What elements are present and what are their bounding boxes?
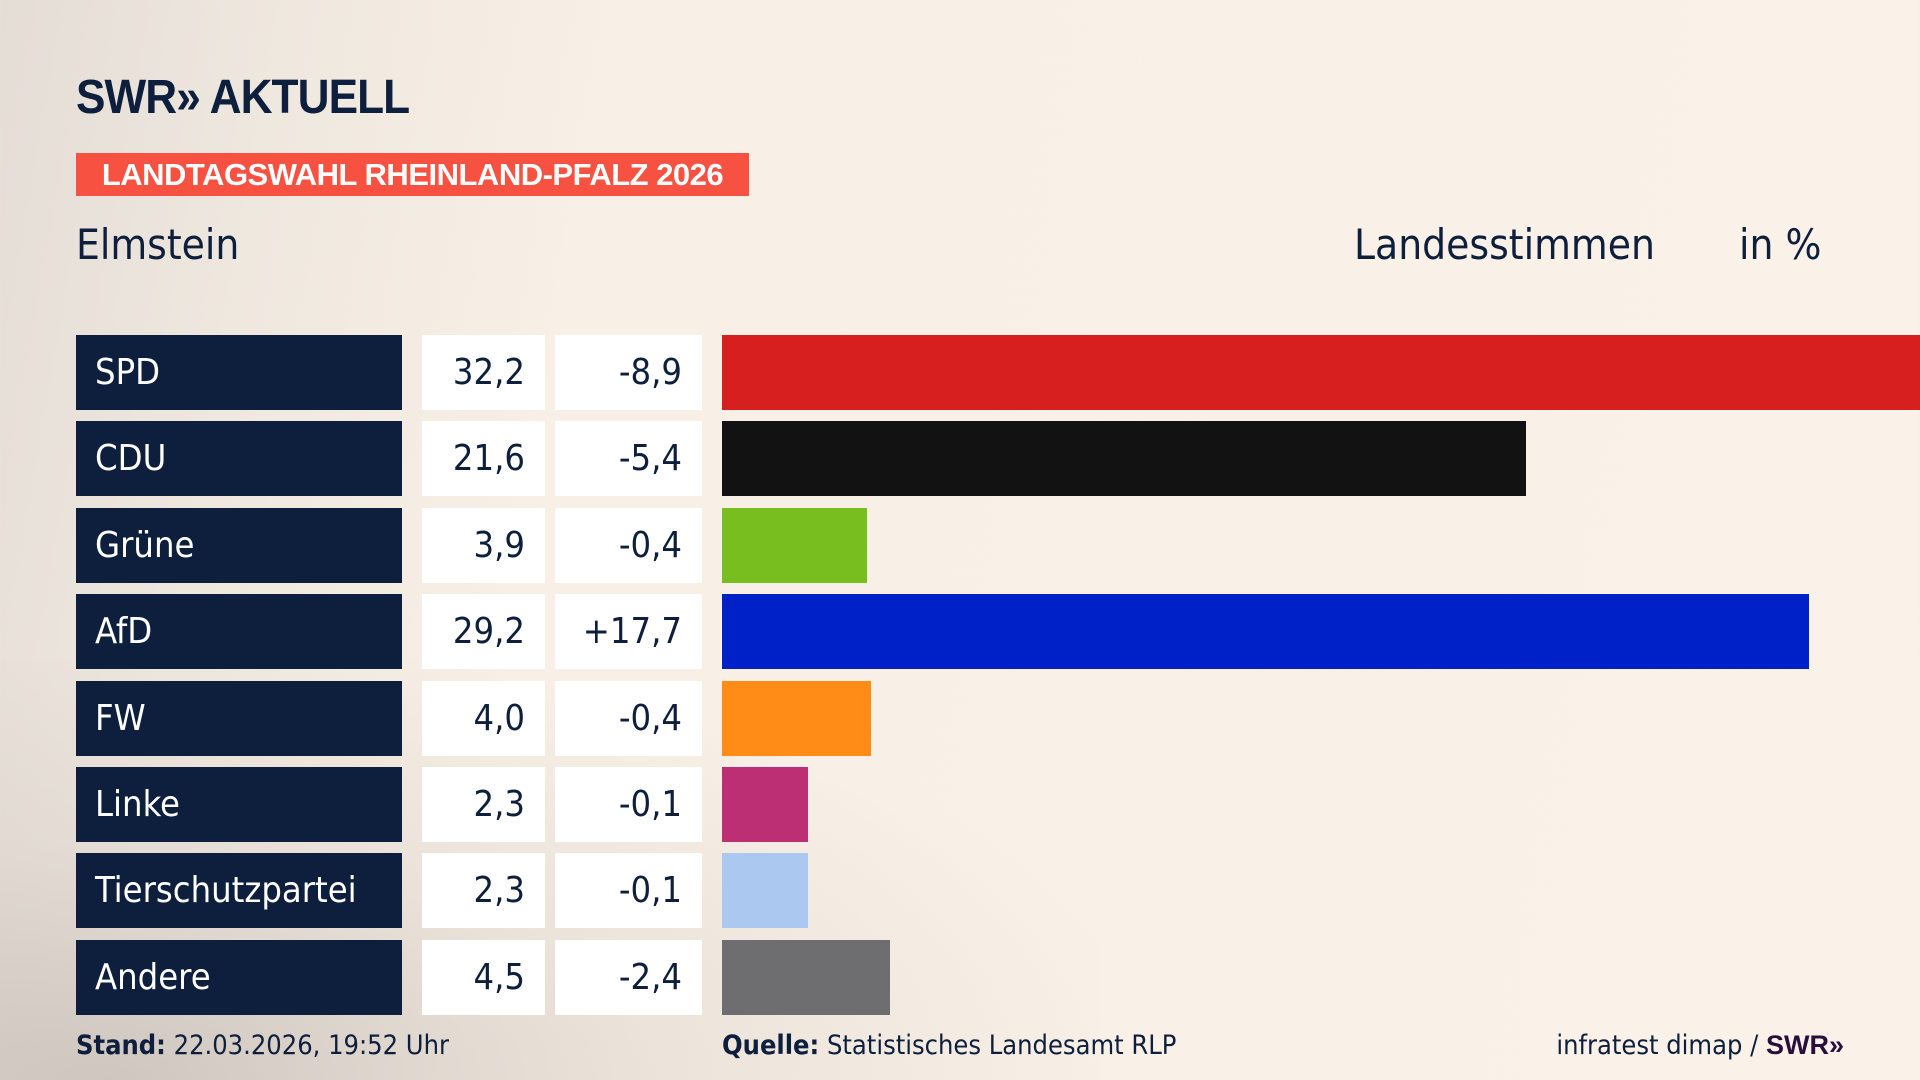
bar-tierschutzpartei xyxy=(722,853,808,929)
result-row: Andere 4,5 -2,4 xyxy=(76,939,1856,1015)
result-row: Linke 2,3 -0,1 xyxy=(76,767,1856,842)
stand-value: 22.03.2026, 19:52 Uhr xyxy=(165,1030,449,1061)
swr-aktuell-logo: SWR» AKTUELL xyxy=(76,71,410,124)
result-row: Grüne 3,9 -0,4 xyxy=(76,507,1856,583)
bar-fw xyxy=(722,680,871,756)
footer-source: Quelle: Statistisches Landesamt RLP xyxy=(722,1030,1176,1061)
vote-share: 29,2 xyxy=(422,594,545,670)
vote-change: -8,9 xyxy=(555,335,702,410)
party-label: AfD xyxy=(76,594,402,670)
metric-label: Landesstimmen xyxy=(1354,220,1655,269)
location-title: Elmstein xyxy=(76,220,240,269)
stand-label: Stand: xyxy=(76,1030,166,1061)
bar-afd xyxy=(722,594,1810,670)
source-value: Statistisches Landesamt RLP xyxy=(819,1030,1177,1061)
election-badge: LANDTAGSWAHL RHEINLAND-PFALZ 2026 xyxy=(76,153,749,196)
result-row: FW 4,0 -0,4 xyxy=(76,680,1856,756)
vote-change: -0,4 xyxy=(555,507,702,583)
party-label: Grüne xyxy=(76,507,402,583)
vote-share: 32,2 xyxy=(422,335,545,410)
party-label: Tierschutzpartei xyxy=(76,853,402,929)
vote-change: +17,7 xyxy=(555,594,702,670)
swr-logo: SWR» xyxy=(1765,1030,1844,1060)
result-row: AfD 29,2 +17,7 xyxy=(76,594,1856,670)
source-label: Quelle: xyxy=(722,1030,820,1061)
vote-change: -0,4 xyxy=(555,680,702,756)
vote-share: 2,3 xyxy=(422,767,545,842)
vote-share: 21,6 xyxy=(422,421,545,497)
vote-share: 3,9 xyxy=(422,507,545,583)
party-label: CDU xyxy=(76,421,402,497)
bar-andere xyxy=(722,939,890,1015)
result-row: Tierschutzpartei 2,3 -0,1 xyxy=(76,853,1856,929)
vote-change: -0,1 xyxy=(555,767,702,842)
party-label: Andere xyxy=(76,939,402,1015)
vote-share: 4,0 xyxy=(422,680,545,756)
vote-share: 4,5 xyxy=(422,939,545,1015)
vote-share: 2,3 xyxy=(422,853,545,929)
footer-credit: infratest dimap / SWR» xyxy=(1556,1030,1844,1061)
vote-change: -0,1 xyxy=(555,853,702,929)
unit-label: in % xyxy=(1739,220,1822,269)
footer-stand: Stand: 22.03.2026, 19:52 Uhr xyxy=(76,1030,449,1061)
party-label: Linke xyxy=(76,767,402,842)
bar-cdu xyxy=(722,421,1527,497)
vote-change: -5,4 xyxy=(555,421,702,497)
bar-spd xyxy=(722,335,1920,410)
credit-text: infratest dimap / xyxy=(1556,1030,1766,1061)
vote-change: -2,4 xyxy=(555,939,702,1015)
bar-linke xyxy=(722,767,808,842)
result-row: SPD 32,2 -8,9 xyxy=(76,335,1920,410)
result-row: CDU 21,6 -5,4 xyxy=(76,421,1856,497)
bar-grüne xyxy=(722,507,868,583)
party-label: SPD xyxy=(76,335,402,410)
party-label: FW xyxy=(76,680,402,756)
